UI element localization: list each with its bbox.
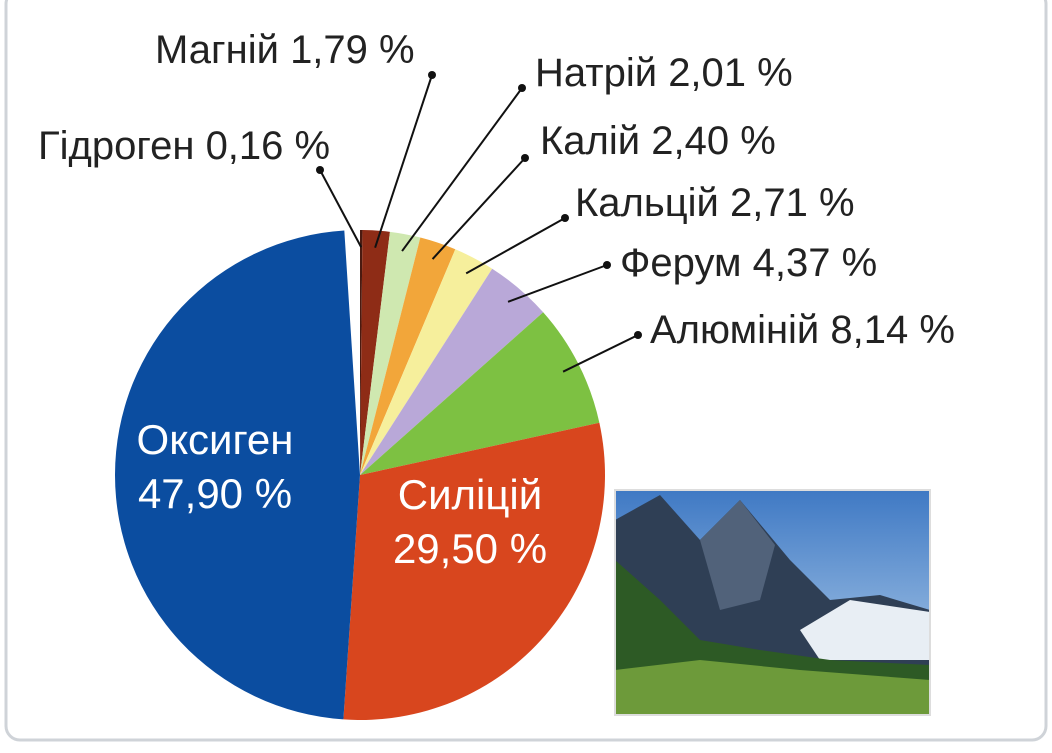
pie-slice [360, 231, 421, 475]
leader-dot [561, 214, 569, 222]
category-name: Ферум [620, 241, 742, 285]
value-label: 2,01 % [668, 51, 793, 95]
leader-dot [518, 84, 526, 92]
photo [614, 489, 931, 716]
slice-label: Оксиген [137, 416, 294, 463]
pie-slice [360, 249, 493, 475]
pie-slice [360, 230, 390, 475]
category-name: Гідроген [38, 124, 194, 168]
slice-label: Кальцій 2,71 % [575, 181, 855, 225]
pie-slice [360, 237, 456, 475]
leader-line [374, 74, 433, 248]
value-label: 47,90 % [138, 470, 292, 517]
slice-label: Ферум 4,37 % [620, 241, 877, 285]
slice-label: Натрій 2,01 % [535, 51, 793, 95]
leader-line [507, 264, 608, 303]
value-label: 8,14 % [830, 308, 955, 352]
value-label: 2,71 % [730, 181, 855, 225]
slice-label: Магній 1,79 % [155, 28, 415, 72]
pie [114, 230, 605, 721]
slice-label: Алюміній 8,14 % [650, 308, 955, 352]
leader-line [401, 87, 523, 252]
leader-dot [428, 71, 436, 79]
pie-slice [343, 422, 605, 721]
category-name: Магній [155, 28, 279, 72]
value-label: 1,79 % [290, 28, 415, 72]
slice-label: Калій 2,40 % [540, 119, 776, 163]
leader-dot [603, 261, 611, 269]
leader-line [562, 334, 639, 373]
value-label: 4,37 % [753, 241, 878, 285]
slice-label: Гідроген 0,16 % [38, 124, 330, 168]
pie-slice [114, 230, 360, 720]
category-name: Натрій [535, 51, 657, 95]
value-label: 2,40 % [651, 119, 776, 163]
leader-dot [634, 331, 642, 339]
value-label: 29,50 % [393, 525, 547, 572]
leader-line [319, 169, 363, 248]
leader-dot [521, 154, 529, 162]
pie-slice [360, 312, 600, 475]
value-label: 0,16 % [206, 124, 331, 168]
pie-slice [360, 268, 544, 475]
leader-line [431, 157, 526, 260]
leader-line [465, 217, 566, 275]
slice-label: Силіцій [398, 471, 542, 518]
pie-slice [360, 230, 363, 475]
category-name: Кальцій [575, 181, 719, 225]
category-name: Калій [540, 119, 640, 163]
category-name: Алюміній [650, 308, 819, 352]
leader-dot [316, 166, 324, 174]
